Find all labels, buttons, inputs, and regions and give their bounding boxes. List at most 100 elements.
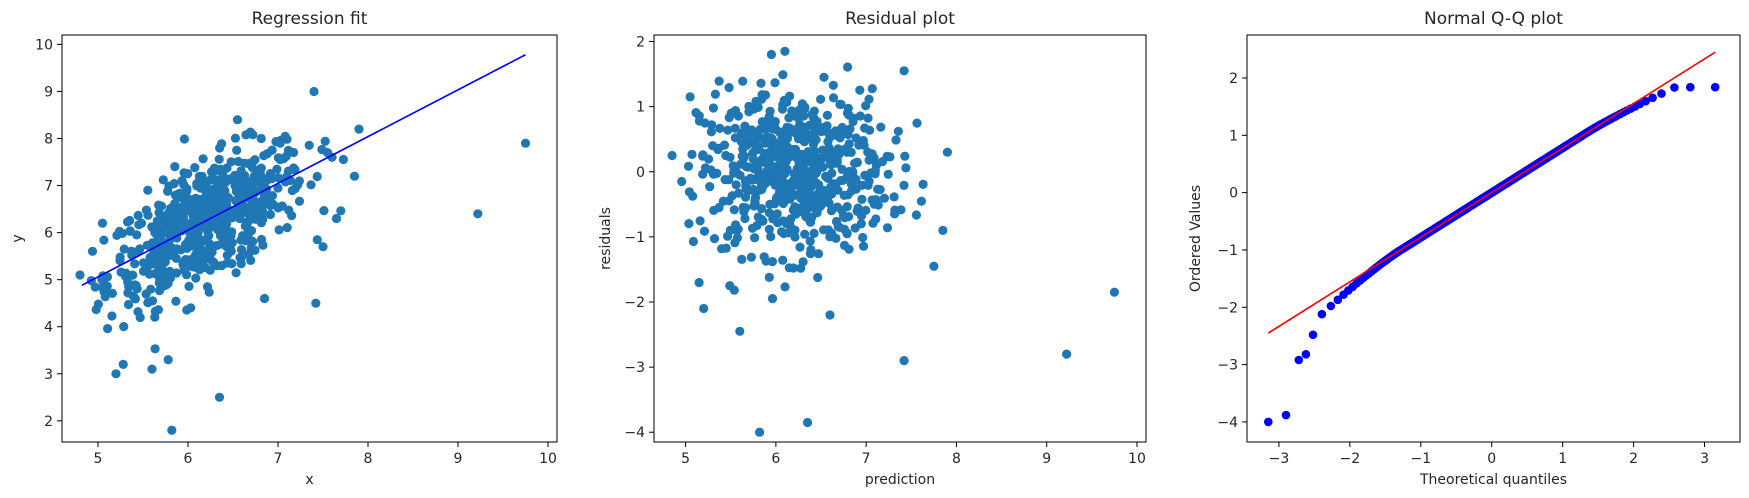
scatter-point xyxy=(184,281,194,291)
scatter-point xyxy=(883,169,893,179)
scatter-point xyxy=(859,241,869,251)
scatter-point xyxy=(871,160,882,170)
scatter-point xyxy=(217,177,227,187)
scatter-point xyxy=(312,235,322,245)
scatter-point xyxy=(819,152,829,162)
y-tick-label: 7 xyxy=(44,179,53,195)
scatter-point xyxy=(788,147,798,157)
scatter-point xyxy=(230,133,240,143)
scatter-point xyxy=(729,205,739,215)
scatter-point xyxy=(848,116,858,127)
scatter-point xyxy=(760,90,771,100)
scatter-point xyxy=(115,252,125,262)
scatter-point xyxy=(789,111,799,121)
scatter-point xyxy=(746,252,757,262)
scatter-point xyxy=(273,183,283,193)
scatter-point xyxy=(191,273,201,283)
scatter-point xyxy=(772,209,782,219)
scatter-point xyxy=(1710,82,1720,92)
scatter-point xyxy=(837,164,847,174)
scatter-point xyxy=(138,258,149,268)
x-tick-label: 10 xyxy=(539,451,557,467)
scatter-point xyxy=(758,157,768,167)
scatter-point xyxy=(781,180,791,190)
scatter-point xyxy=(259,151,269,161)
scatter-point xyxy=(195,205,205,215)
scatter-point xyxy=(831,216,842,227)
scatter-point xyxy=(248,130,258,140)
y-tick-label: 0 xyxy=(1229,186,1238,202)
scatter-point xyxy=(187,199,198,210)
scatter-point xyxy=(142,240,152,250)
scatter-point xyxy=(319,206,329,216)
scatter-point xyxy=(294,196,305,206)
scatter-point xyxy=(824,198,834,208)
scatter-point xyxy=(764,112,774,122)
scatter-point xyxy=(822,110,833,120)
scatter-point xyxy=(733,111,744,121)
x-tick-label: 10 xyxy=(1128,451,1146,467)
x-tick-label: −1 xyxy=(1410,451,1431,467)
scatter-point xyxy=(135,244,145,254)
scatter-point xyxy=(852,158,862,168)
scatter-point xyxy=(747,223,758,233)
scatter-point xyxy=(916,196,927,206)
y-tick-label: −3 xyxy=(1217,358,1238,374)
scatter-point xyxy=(809,228,819,238)
scatter-point xyxy=(756,204,767,214)
scatter-point xyxy=(306,180,316,190)
scatter-point xyxy=(201,234,211,244)
scatter-point xyxy=(182,184,192,194)
scatter-point xyxy=(794,158,804,168)
scatter-point xyxy=(520,138,531,148)
scatter-point xyxy=(795,203,805,214)
scatter-point xyxy=(737,254,747,264)
scatter-point xyxy=(859,140,869,150)
scatter-point xyxy=(762,166,772,176)
chart-panel-1: 5 6 7 8 9 10 2 3 4 5 6 7 8 9 10 Regression fit x y xyxy=(10,9,558,488)
scatter-point xyxy=(798,257,808,267)
scatter-point xyxy=(98,283,108,293)
scatter-point xyxy=(205,265,215,275)
scatter-point xyxy=(684,219,694,229)
scatter-point xyxy=(876,122,886,132)
scatter-point xyxy=(807,110,817,120)
x-tick-label: 7 xyxy=(274,451,283,467)
scatter-point xyxy=(349,171,360,181)
scatter-point xyxy=(790,225,800,235)
scatter-point xyxy=(231,178,241,188)
scatter-point xyxy=(154,207,164,218)
scatter-point xyxy=(801,122,811,132)
scatter-point xyxy=(778,70,788,80)
scatter-point xyxy=(694,277,704,288)
scatter-point xyxy=(1326,301,1336,311)
scatter-point xyxy=(836,99,846,109)
scatter-point xyxy=(683,161,694,171)
point-cloud xyxy=(86,127,348,354)
scatter-point xyxy=(764,224,774,234)
scatter-point xyxy=(1317,309,1327,319)
chart-panel-3: −3 −2 −1 0 1 2 3 −4 −3 −2 −1 0 1 2 Normal Q-Q plot Theo… xyxy=(1188,9,1741,488)
scatter-point xyxy=(198,154,208,164)
scatter-point xyxy=(1308,330,1318,340)
scatter-point xyxy=(222,258,232,268)
scatter-point xyxy=(236,235,246,245)
scatter-point xyxy=(216,239,226,249)
scatter-point xyxy=(207,256,217,266)
scatter-point xyxy=(942,147,953,157)
fit-line xyxy=(81,54,526,287)
scatter-point xyxy=(826,182,836,192)
scatter-point xyxy=(839,240,850,250)
scatter-point xyxy=(677,176,687,187)
y-tick-label: 8 xyxy=(44,132,53,148)
scatter-point xyxy=(756,78,766,88)
scatter-point xyxy=(246,205,256,215)
scatter-point xyxy=(839,190,849,200)
scatter-point xyxy=(179,134,189,144)
scatter-point xyxy=(354,124,364,134)
scatter-point xyxy=(706,127,717,137)
scatter-point xyxy=(727,191,737,201)
scatter-point xyxy=(1657,89,1666,98)
x-tick-label: 2 xyxy=(1629,451,1638,467)
scatter-point xyxy=(780,141,790,151)
